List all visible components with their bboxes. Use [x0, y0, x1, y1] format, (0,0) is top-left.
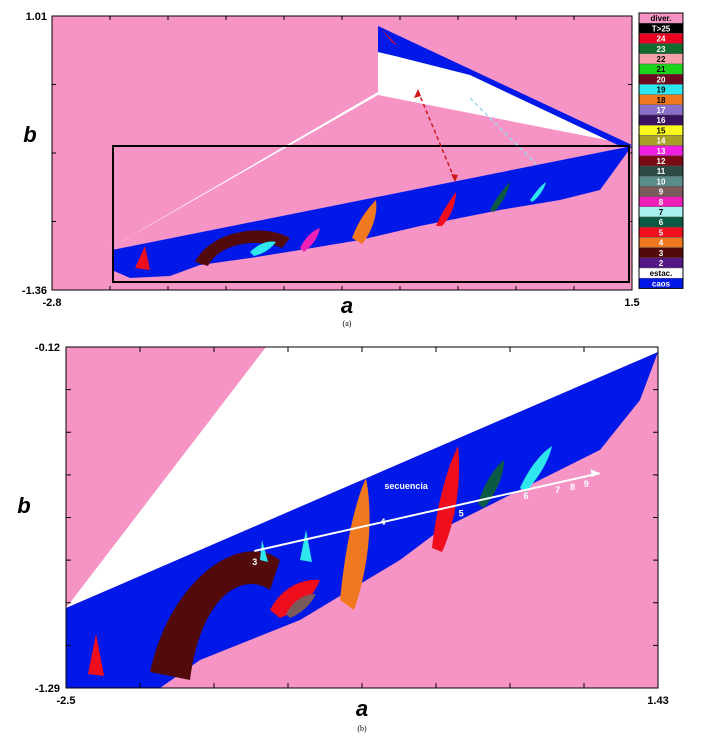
panel-b-region-period-6	[478, 460, 504, 508]
panel-a: 1.01 -1.36 -2.8 1.5 b a (a) diver.T>2524…	[22, 11, 684, 328]
panel-a-arrowhead-red-bottom	[451, 174, 458, 182]
panel-b-region-period-4	[340, 478, 370, 610]
panel-a-arrow-cyan	[469, 97, 537, 165]
legend-label: 20	[657, 75, 666, 84]
panel-a-region-period-10	[135, 246, 150, 270]
legend-label: 3	[659, 249, 664, 258]
legend-label: T>25	[652, 24, 671, 33]
panel-a-ticks	[51, 15, 633, 291]
panel-b-plot-area	[66, 347, 658, 688]
panel-b-region-period-11	[300, 530, 312, 562]
sequence-point-label: 9	[584, 479, 589, 489]
sequence-point-label: 8	[570, 482, 575, 492]
legend-label: 24	[657, 35, 666, 44]
panel-a-xtick-left: -2.8	[43, 297, 62, 309]
legend-label: 7	[659, 208, 664, 217]
panel-a-caption: (a)	[343, 319, 352, 328]
panel-b: secuencia 3 4 5 6 7 8 9 -0.12 -1.29 -2.5 1.43 b…	[17, 342, 668, 733]
sequence-arrowhead	[590, 469, 600, 478]
legend-label: 14	[657, 137, 666, 146]
panel-b-xtick-left: -2.5	[57, 695, 76, 707]
sequence-line	[254, 472, 600, 552]
panel-b-pink-lower-right	[240, 450, 658, 688]
panel-a-arrowhead-red-top	[414, 89, 421, 98]
panel-b-stationary-region	[66, 347, 658, 608]
panel-b-region-period-7	[520, 446, 552, 492]
sequence-label: secuencia	[384, 481, 429, 491]
panel-b-xtick-right: 1.43	[647, 695, 668, 707]
sequence-point-label: 3	[252, 557, 257, 567]
legend-frame	[638, 12, 684, 289]
panel-b-sequence: secuencia 3 4 5 6 7 8 9	[252, 469, 600, 567]
legend-label: 2	[659, 259, 664, 268]
panel-b-xlabel: a	[356, 696, 368, 721]
legend-label: 6	[659, 218, 664, 227]
panel-a-legend: diver.T>25242322212019181716151413121110…	[638, 12, 684, 289]
sequence-point-label: 5	[459, 508, 464, 518]
panel-a-region-period-8	[300, 228, 320, 252]
legend-label: 19	[657, 86, 666, 95]
panel-b-ytick-top: -0.12	[35, 342, 60, 354]
panel-b-ylabel: b	[17, 493, 30, 518]
panel-a-region-period-4	[352, 200, 377, 244]
panel-b-region-period-10	[88, 634, 104, 676]
legend-label: diver.	[651, 14, 672, 23]
sequence-point-label: 6	[523, 491, 528, 501]
panel-a-zoom-box	[112, 145, 630, 283]
legend-label: caos	[652, 279, 671, 288]
panel-a-xtick-right: 1.5	[624, 297, 639, 309]
legend-label: 4	[659, 239, 664, 248]
legend-label: 9	[659, 188, 664, 197]
panel-b-region-period-3	[150, 551, 280, 680]
panel-a-ytick-bottom: -1.36	[22, 285, 47, 297]
panel-a-region-period-9	[250, 241, 276, 256]
panel-a-xlabel: a	[341, 293, 353, 318]
panel-a-region-period-3	[195, 230, 290, 266]
legend-label: 11	[657, 167, 666, 176]
panel-b-region-period-12	[260, 540, 268, 562]
panel-a-plot-area	[110, 26, 632, 278]
legend-label: 16	[657, 116, 666, 125]
panel-a-region-period-5	[436, 192, 456, 226]
legend-label: 13	[657, 147, 666, 156]
panel-a-chaos-band-upper	[378, 26, 632, 146]
legend-label: 22	[657, 55, 666, 64]
panel-b-ytick-bottom: -1.29	[35, 683, 60, 695]
legend-label: 23	[657, 45, 666, 54]
panel-b-region-period-8	[270, 579, 320, 618]
legend-label: 12	[657, 157, 666, 166]
legend-label: 5	[659, 228, 664, 237]
panel-b-ticks	[65, 346, 659, 689]
legend-label: 17	[657, 106, 666, 115]
panel-a-region-period-6	[490, 182, 510, 212]
panel-b-caption: (b)	[357, 724, 367, 733]
sequence-point-label: 7	[555, 485, 560, 495]
panel-a-ylabel: b	[23, 122, 36, 147]
legend-label: 15	[657, 126, 666, 135]
panel-a-arrow-red	[417, 90, 456, 181]
legend-label: estac.	[650, 269, 673, 278]
sequence-point-label: 4	[380, 517, 385, 527]
legend-label: 10	[657, 177, 666, 186]
panel-a-ytick-top: 1.01	[26, 11, 47, 23]
panel-a-region-period-7	[530, 182, 546, 202]
legend-label: 21	[657, 65, 666, 74]
panel-b-region-period-9	[286, 594, 316, 618]
panel-a-region-period-11	[380, 28, 398, 46]
legend-label: 18	[657, 96, 666, 105]
panel-b-region-period-5	[432, 446, 460, 552]
legend-label: 8	[659, 198, 664, 207]
